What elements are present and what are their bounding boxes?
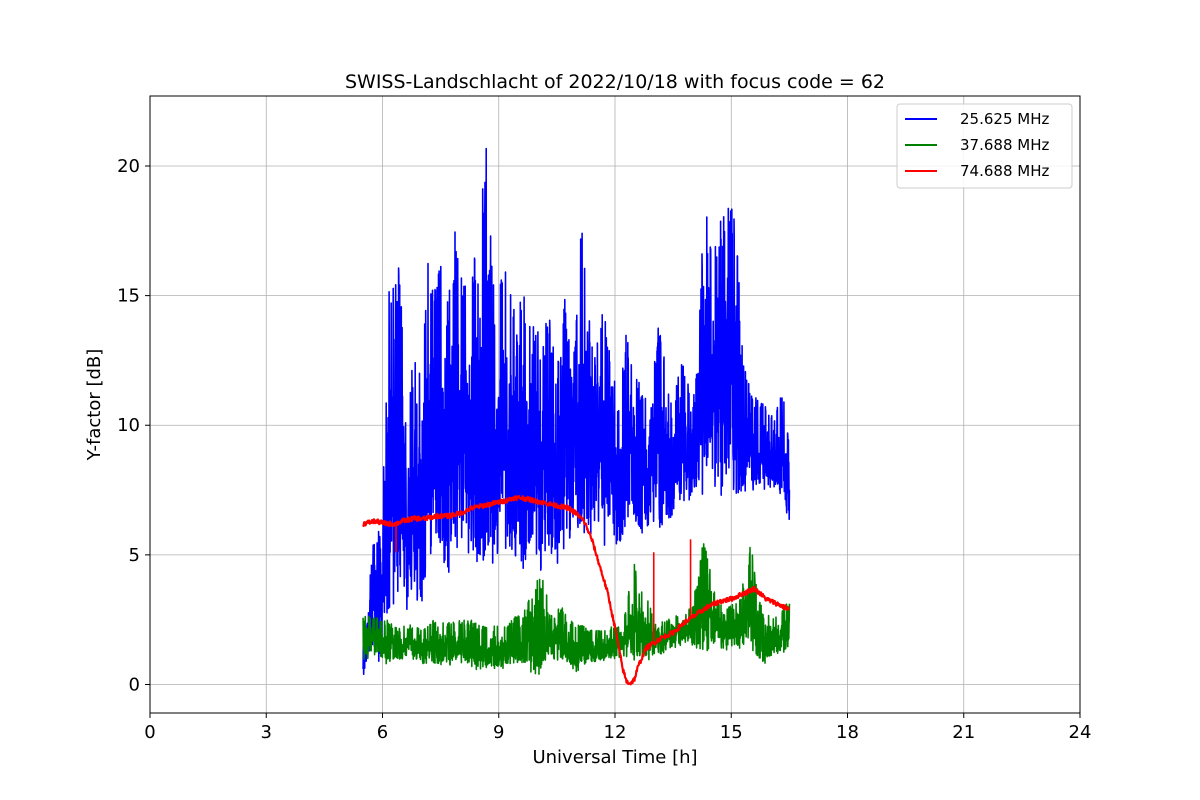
x-tick-label: 12 bbox=[604, 722, 627, 743]
legend-label-74-688-mhz: 74.688 MHz bbox=[960, 162, 1049, 180]
ticks: 0 3 6 9 12 15 18 21 24 0 5 10 15 20 bbox=[117, 156, 1091, 743]
legend-label-37-688-mhz: 37.688 MHz bbox=[960, 136, 1049, 154]
y-tick-label: 5 bbox=[129, 545, 140, 566]
series-layer bbox=[362, 147, 791, 686]
x-tick-label: 18 bbox=[836, 722, 859, 743]
y-tick-label: 20 bbox=[117, 156, 140, 177]
x-tick-label: 15 bbox=[720, 722, 743, 743]
y-tick-label: 15 bbox=[117, 286, 140, 307]
chart-title: SWISS-Landschlacht of 2022/10/18 with fo… bbox=[345, 71, 885, 93]
x-tick-label: 21 bbox=[952, 722, 975, 743]
legend: 25.625 MHz 37.688 MHz 74.688 MHz bbox=[896, 103, 1073, 189]
legend-label-25-625-mhz: 25.625 MHz bbox=[960, 110, 1049, 128]
legend-box bbox=[896, 103, 1073, 189]
y-tick-label: 0 bbox=[129, 674, 140, 695]
series-line-25-625-mhz bbox=[362, 147, 791, 675]
series-line-74-688-mhz bbox=[362, 495, 790, 686]
x-tick-label: 3 bbox=[261, 722, 272, 743]
x-tick-label: 6 bbox=[377, 722, 388, 743]
x-axis-label: Universal Time [h] bbox=[532, 747, 697, 768]
x-tick-label: 24 bbox=[1069, 722, 1092, 743]
y-axis-label: Y-factor [dB] bbox=[84, 349, 105, 462]
x-tick-label: 9 bbox=[493, 722, 504, 743]
y-tick-label: 10 bbox=[117, 415, 140, 436]
series-line-37-688-mhz bbox=[362, 543, 791, 675]
x-tick-label: 0 bbox=[144, 722, 155, 743]
